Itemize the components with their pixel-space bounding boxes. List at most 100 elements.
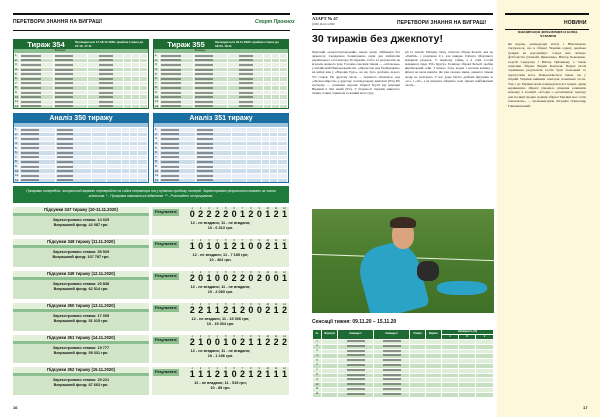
match-index: 4 <box>216 207 219 210</box>
outcome: 2 <box>256 369 262 379</box>
row-number: 3 <box>154 63 160 67</box>
row-number: 1 <box>154 54 160 58</box>
outcome: 1 <box>240 241 246 251</box>
table-row: 2 <box>14 131 148 137</box>
outcome: 2 <box>189 337 195 347</box>
table-row: 11 <box>14 172 148 178</box>
row-number: 9 <box>14 164 20 169</box>
row-number: 8 <box>154 86 160 90</box>
table-row: 8 <box>312 372 495 379</box>
header-rule-sidebar <box>505 13 589 15</box>
sensations-header: Команда 2 <box>373 329 410 340</box>
prizes-10: 10 - 462 грн. <box>209 258 232 262</box>
match-index: 10 <box>266 367 270 370</box>
draw-results: Результати: 1 2 2 0 3 1 4 0 5 0 6 2 7 2 8 0 9 2 10 0 11 0 12 1 12… <box>152 271 289 299</box>
row-number: 9 <box>154 90 160 95</box>
sensations-header: Ставки <box>409 329 426 340</box>
result-number: 11 2 <box>272 335 280 347</box>
table-row: 7 <box>154 80 288 86</box>
table-row: 1 <box>154 127 288 132</box>
results-label: Результати: <box>153 209 180 216</box>
draw-summary-title: Підсумки 350 тиражу (13.11.2020) <box>47 303 115 308</box>
outcome: 1 <box>206 241 212 251</box>
column-header-teams: Команди <box>194 49 206 52</box>
row-number: 4 <box>154 141 160 146</box>
row-number: 2 <box>154 58 160 63</box>
sensations-header: Команда 1 <box>337 329 374 340</box>
match-index: 1 <box>191 271 193 274</box>
row-number: 11 <box>15 99 20 104</box>
table-row: 7 <box>14 154 148 160</box>
table-row: 10 <box>154 168 288 173</box>
table-row: 6 <box>154 75 288 81</box>
sensations-header: Формула <box>321 329 338 340</box>
outcome: 2 <box>265 337 271 347</box>
row-number: 2 <box>14 132 20 137</box>
table-row: 11 <box>14 98 148 104</box>
row-number: 2 <box>14 58 20 63</box>
prizes-10: 10 - 1 186 грн. <box>207 354 234 358</box>
match-index: 3 <box>208 271 210 274</box>
match-index: 12 <box>283 303 286 306</box>
draw-summary-title: Підсумки 351 тиражу (14.11.2020) <box>47 335 115 340</box>
result-number: 11 1 <box>272 303 280 315</box>
match-index: 8 <box>250 303 252 306</box>
outcome: 2 <box>198 209 204 219</box>
outcome: 0 <box>214 273 220 283</box>
row-number: 8 <box>14 160 20 164</box>
draw-summary: Підсумки 350 тиражу (13.11.2020) Зареєстр… <box>13 303 149 331</box>
row-number: 5 <box>154 146 160 150</box>
prizes-10: 10 - 89 грн. <box>210 386 231 390</box>
table-row: 10 <box>14 94 148 99</box>
draw-results: Результати: 1 1 2 0 3 1 4 0 5 1 6 2 7 1 8 0 9 0 10 2 11 1 12 1 12… <box>152 239 289 267</box>
row-number: 3 <box>154 137 160 141</box>
outcome: 1 <box>223 369 229 379</box>
sensations-header: № <box>312 329 322 340</box>
stakes-count: Зареєстровано ставок: 20 838 <box>52 282 110 286</box>
match-index: 1 <box>191 239 193 242</box>
match-index: 10 <box>266 303 270 306</box>
draw-result-block: Підсумки 349 тиражу (12.11.2020) Зареєстр… <box>13 271 289 299</box>
match-index: 3 <box>208 207 210 210</box>
match-index: 10 <box>266 335 270 338</box>
match-index: 5 <box>225 335 227 338</box>
results-label: Результати: <box>153 369 180 376</box>
column-header <box>14 123 148 127</box>
match-index: 7 <box>241 303 244 306</box>
analysis-rows: 1 2 3 4 5 6 7 8 9 10 11 12 <box>14 127 148 183</box>
row-number: 7 <box>154 81 160 86</box>
header-underline-right <box>312 29 493 30</box>
table-row: 5 <box>14 145 148 150</box>
sensations-table: № Формула Команда 1 Команда 2 Ставки Варіант Й… <box>312 329 495 398</box>
draw-table: Тираж 354 Проводиться 17-18.11.2020, прий… <box>13 39 149 110</box>
draw-info: Проводиться 18.11.2020, прийом ставок до… <box>215 40 279 48</box>
table-row: 9 <box>154 163 288 169</box>
prize-fund: Виграшний фонд: 87 663 грн. <box>53 383 109 387</box>
table-row: 12 <box>14 103 148 109</box>
table-row: 10 <box>154 94 288 99</box>
outcome: 1 <box>214 305 220 315</box>
table-row: 5 <box>154 145 288 150</box>
row-number: 7 <box>14 81 20 86</box>
prizes-12-11: 12 - не вгадано; 11 - не вгадано; <box>190 285 251 289</box>
outcome: 1 <box>273 369 279 379</box>
result-number: 11 2 <box>272 207 280 219</box>
sidebar-title: ВАКЦИНАЦІЯ ДИНАМІВЦІВ ІЗ КОВІД-ЧУВАННЯ <box>517 30 579 38</box>
table-row: 4 <box>14 140 148 146</box>
result-number: 12 1 <box>280 367 288 379</box>
outcome: 2 <box>240 305 246 315</box>
outcome: 2 <box>214 369 220 379</box>
